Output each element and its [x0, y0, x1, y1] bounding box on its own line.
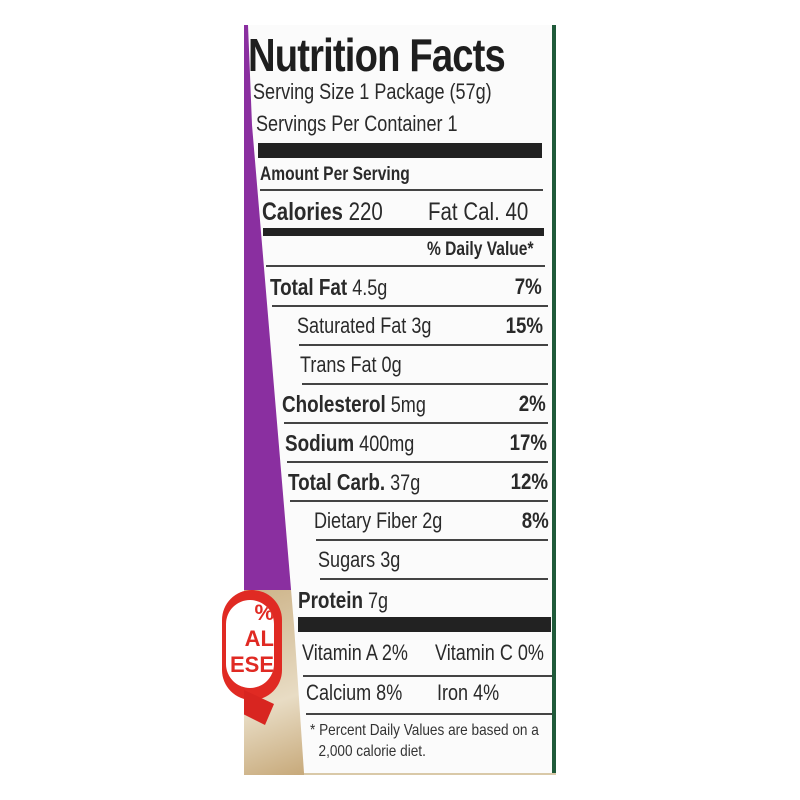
daily-value-percent: 2%	[518, 391, 546, 416]
daily-value-percent: 8%	[522, 508, 550, 533]
nutrient-label: Protein	[298, 587, 363, 613]
nutrient-label: Trans Fat	[300, 352, 377, 377]
package-edge	[552, 25, 556, 773]
nutrient-row: Sodium 400mg	[285, 430, 414, 457]
nutrient-amount: 5mg	[390, 392, 426, 417]
daily-value-percent: 15%	[505, 313, 544, 338]
divider	[290, 500, 548, 502]
divider	[272, 305, 548, 307]
divider	[303, 675, 552, 677]
serving-size: Serving Size 1 Package (57g)	[253, 79, 492, 104]
nutrient-label: Total Carb.	[288, 469, 386, 495]
vitamin-c: Vitamin C 0%	[435, 640, 544, 665]
iron: Iron 4%	[437, 680, 500, 705]
badge-text: % AL ESE	[226, 600, 274, 688]
thick-divider	[258, 143, 542, 158]
nutrient-row: Total Carb. 37g	[288, 469, 420, 496]
nutrient-label: Cholesterol	[282, 391, 386, 417]
divider	[266, 265, 545, 267]
nutrient-amount: 0g	[381, 352, 402, 377]
nutrient-row: Dietary Fiber 2g	[314, 508, 442, 534]
divider	[284, 422, 548, 424]
calories-value: 220	[348, 198, 383, 226]
nutrient-row: Trans Fat 0g	[300, 352, 402, 378]
nutrient-amount: 7g	[367, 588, 389, 613]
servings-per-container: Servings Per Container 1	[256, 111, 458, 136]
divider	[302, 383, 548, 385]
daily-value-percent: 7%	[514, 274, 542, 299]
nutrient-row: Protein 7g	[298, 587, 388, 614]
nutrient-amount: 3g	[411, 313, 432, 338]
nutrient-row: Total Fat 4.5g	[270, 274, 387, 301]
medium-divider	[263, 228, 544, 236]
footnote-line: * Percent Daily Values are based on a	[310, 722, 539, 739]
calories-label: Calories	[262, 198, 343, 226]
nutrient-row: Saturated Fat 3g	[297, 313, 431, 339]
nutrient-amount: 2g	[422, 508, 443, 533]
nutrient-label: Dietary Fiber	[314, 508, 418, 533]
footnote-line: 2,000 calorie diet.	[318, 743, 426, 760]
nutrient-row: Cholesterol 5mg	[282, 391, 426, 418]
nutrient-label: Sodium	[285, 430, 355, 456]
nutrient-amount: 3g	[380, 547, 401, 572]
footnote: * Percent Daily Values are based on a 2,0…	[310, 720, 539, 762]
divider	[287, 461, 548, 463]
nutrient-amount: 37g	[390, 470, 421, 495]
nutrient-label: Saturated Fat	[297, 313, 407, 338]
amount-per-serving: Amount Per Serving	[260, 164, 410, 185]
thick-divider	[298, 617, 551, 632]
fat-calories: Fat Cal. 40	[428, 198, 529, 226]
divider	[306, 713, 552, 715]
nutrient-label: Sugars	[318, 547, 376, 572]
badge-lettering: % AL ESE	[229, 600, 274, 677]
divider	[299, 344, 548, 346]
calories-row: Calories 220	[262, 198, 383, 227]
divider	[316, 539, 548, 541]
calcium: Calcium 8%	[306, 680, 403, 705]
nutrition-facts-title: Nutrition Facts	[248, 29, 506, 81]
divider	[320, 578, 548, 580]
nutrient-label: Total Fat	[270, 274, 348, 300]
nutrient-amount: 4.5g	[352, 275, 388, 300]
vitamin-a: Vitamin A 2%	[302, 640, 408, 665]
divider	[260, 189, 543, 191]
daily-value-percent: 17%	[509, 430, 547, 455]
nutrient-row: Sugars 3g	[318, 547, 400, 573]
nutrient-amount: 400mg	[359, 431, 415, 456]
daily-value-percent: 12%	[510, 469, 548, 494]
daily-value-header: % Daily Value*	[427, 239, 534, 260]
